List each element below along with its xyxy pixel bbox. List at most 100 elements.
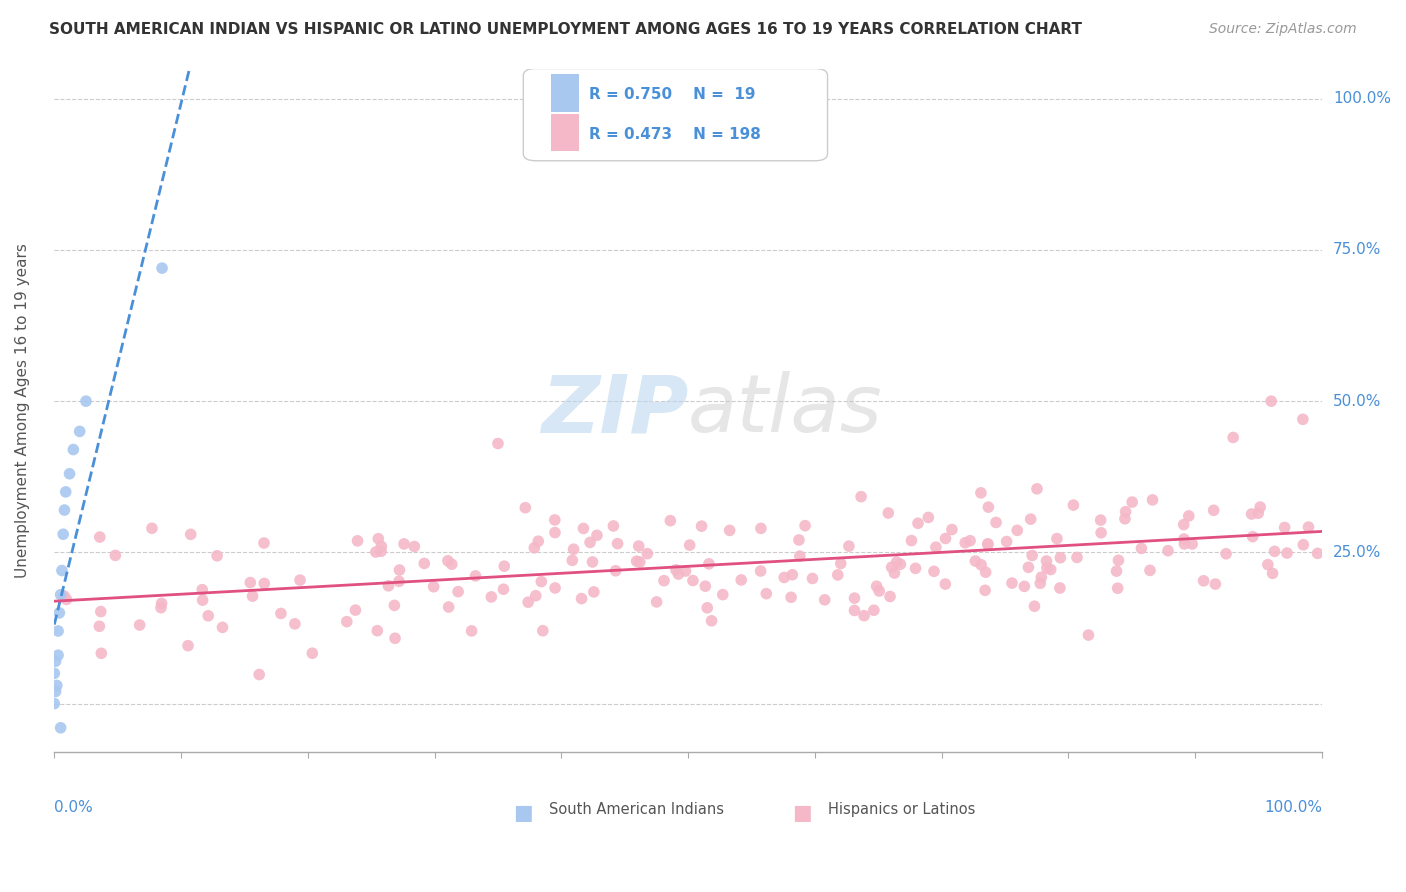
Point xyxy=(749,564,772,578)
Point xyxy=(877,506,900,520)
Text: Source: ZipAtlas.com: Source: ZipAtlas.com xyxy=(1209,22,1357,37)
Point xyxy=(977,537,1000,551)
Point xyxy=(531,624,554,638)
Point xyxy=(1178,508,1201,523)
Point xyxy=(1181,537,1204,551)
Point xyxy=(974,565,997,579)
Point xyxy=(844,591,866,606)
Point xyxy=(1062,498,1084,512)
Point xyxy=(44,697,66,711)
Point xyxy=(447,584,470,599)
Point xyxy=(1241,530,1264,544)
Point xyxy=(191,582,214,597)
Point xyxy=(53,589,76,603)
Point xyxy=(865,579,887,593)
Point xyxy=(697,557,720,571)
Point xyxy=(366,624,388,638)
Point xyxy=(437,600,460,615)
Point xyxy=(48,606,70,620)
Point xyxy=(586,528,609,542)
Point xyxy=(344,603,367,617)
Point xyxy=(900,533,922,548)
Point xyxy=(1173,517,1195,532)
Point xyxy=(1292,538,1315,552)
Point xyxy=(336,615,359,629)
Text: atlas: atlas xyxy=(688,371,883,450)
Point xyxy=(62,442,84,457)
Point xyxy=(544,525,567,540)
Point xyxy=(284,616,307,631)
Point xyxy=(695,579,717,593)
Point xyxy=(1240,507,1263,521)
Point xyxy=(384,632,406,646)
Point xyxy=(582,585,605,599)
Point xyxy=(571,591,593,606)
Point xyxy=(879,590,901,604)
Point xyxy=(75,394,97,409)
Point xyxy=(1031,570,1053,584)
Point xyxy=(801,572,824,586)
Point xyxy=(1275,546,1298,560)
Point xyxy=(572,521,595,535)
Point xyxy=(523,541,546,555)
Point xyxy=(562,542,585,557)
Point xyxy=(346,533,368,548)
Text: ■: ■ xyxy=(513,803,533,823)
Point xyxy=(377,579,399,593)
Point xyxy=(104,549,127,563)
Point xyxy=(1249,500,1271,514)
Point xyxy=(606,536,628,550)
Point xyxy=(1130,541,1153,556)
Point xyxy=(150,261,173,276)
Point xyxy=(1019,512,1042,526)
Point xyxy=(561,553,583,567)
Point xyxy=(941,523,963,537)
Point xyxy=(659,514,682,528)
Point xyxy=(844,603,866,617)
Point xyxy=(1306,546,1329,560)
Point xyxy=(645,595,668,609)
Point xyxy=(150,596,173,610)
Point xyxy=(827,568,849,582)
Point xyxy=(494,559,516,574)
Point xyxy=(1257,558,1279,572)
Point xyxy=(49,588,72,602)
Point xyxy=(853,608,876,623)
Point xyxy=(626,554,648,568)
Point xyxy=(384,599,406,613)
Point xyxy=(45,678,67,692)
Point xyxy=(602,519,624,533)
Point xyxy=(1292,412,1315,426)
Point xyxy=(270,607,292,621)
Point xyxy=(690,519,713,533)
Point xyxy=(922,564,945,578)
Point xyxy=(242,589,264,603)
Point xyxy=(1107,581,1129,595)
Point xyxy=(364,545,387,559)
Point xyxy=(934,577,956,591)
Point xyxy=(460,624,482,638)
Point xyxy=(1114,512,1136,526)
Point xyxy=(925,540,948,554)
Point xyxy=(773,570,796,584)
Point xyxy=(863,603,886,617)
Point xyxy=(627,539,650,553)
Point xyxy=(479,590,502,604)
Point xyxy=(51,564,73,578)
Point xyxy=(46,648,69,663)
Point xyxy=(544,581,567,595)
Point xyxy=(1001,576,1024,591)
Text: R = 0.750    N =  19: R = 0.750 N = 19 xyxy=(589,87,756,103)
Point xyxy=(58,467,80,481)
Point xyxy=(696,600,718,615)
Point xyxy=(984,516,1007,530)
Point xyxy=(515,500,537,515)
Point xyxy=(247,667,270,681)
Text: ■: ■ xyxy=(793,803,813,823)
Point xyxy=(1049,550,1071,565)
Point xyxy=(953,536,976,550)
Point xyxy=(1192,574,1215,588)
Point xyxy=(718,524,741,538)
Point xyxy=(388,563,411,577)
Point xyxy=(1036,561,1059,575)
